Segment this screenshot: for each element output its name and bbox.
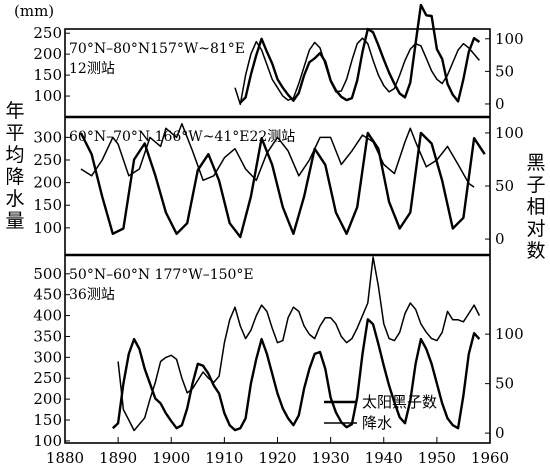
- left-tick-label: 500: [33, 265, 62, 283]
- panel-title: 50°N–60°N 177°W–150°E: [69, 267, 254, 283]
- x-tick-label: 1920: [258, 449, 296, 467]
- right-tick-label: 50: [495, 177, 514, 195]
- left-axis-label: 年平均降水量: [5, 100, 25, 232]
- panel-title: 60°N–70°N 166°W~41°E22测站: [69, 129, 295, 145]
- x-tick-label: 1900: [152, 449, 190, 467]
- precipitation-line: [234, 37, 480, 106]
- left-tick-label: 150: [33, 196, 62, 214]
- panel-subtitle: 36测站: [69, 287, 115, 303]
- left-tick-label: 150: [33, 66, 62, 84]
- x-tick-label: 1960: [471, 449, 509, 467]
- right-tick-label: 100: [495, 30, 524, 48]
- left-tick-label: 100: [33, 219, 62, 237]
- legend-precipitation-label: 降水: [362, 414, 392, 432]
- right-tick-label: 100: [495, 325, 524, 343]
- left-tick-label: 200: [33, 174, 62, 192]
- x-tick-label: 1890: [99, 449, 137, 467]
- left-tick-label: 100: [33, 432, 62, 450]
- x-tick-label: 1880: [46, 449, 84, 467]
- sunspot-line: [111, 318, 481, 432]
- left-tick-label: 300: [33, 348, 62, 366]
- right-tick-label: 0: [495, 230, 505, 248]
- left-tick-label: 400: [33, 307, 62, 325]
- right-tick-label: 50: [495, 62, 514, 80]
- right-tick-label: 100: [495, 124, 524, 142]
- x-tick-label: 1950: [418, 449, 456, 467]
- left-tick-label: 250: [33, 151, 62, 169]
- right-tick-label: 50: [495, 375, 514, 393]
- right-tick-label: 0: [495, 424, 505, 442]
- left-tick-label: 250: [33, 24, 62, 42]
- unit-label: (mm): [14, 2, 55, 20]
- left-tick-label: 250: [33, 369, 62, 387]
- sunspot-line: [239, 3, 481, 104]
- left-tick-label: 300: [33, 128, 62, 146]
- sunspot-line: [79, 131, 486, 239]
- panel-title: 70°N–80°N157°W~81°E: [69, 41, 245, 57]
- x-tick-label: 1910: [205, 449, 243, 467]
- left-tick-label: 200: [33, 390, 62, 408]
- plot-frame: [64, 28, 491, 444]
- left-tick-label: 150: [33, 411, 62, 429]
- left-tick-label: 100: [33, 87, 62, 105]
- left-tick-label: 350: [33, 327, 62, 345]
- x-tick-label: 1930: [312, 449, 350, 467]
- left-tick-label: 200: [33, 45, 62, 63]
- left-tick-label: 450: [33, 286, 62, 304]
- right-axis-label: 黑子相对数: [526, 152, 546, 262]
- right-tick-label: 0: [495, 95, 505, 113]
- precipitation-line: [117, 256, 481, 432]
- legend-sunspot-label: 太阳黑子数: [362, 393, 437, 411]
- panel-subtitle: 12测站: [69, 61, 115, 77]
- x-tick-label: 1940: [365, 449, 403, 467]
